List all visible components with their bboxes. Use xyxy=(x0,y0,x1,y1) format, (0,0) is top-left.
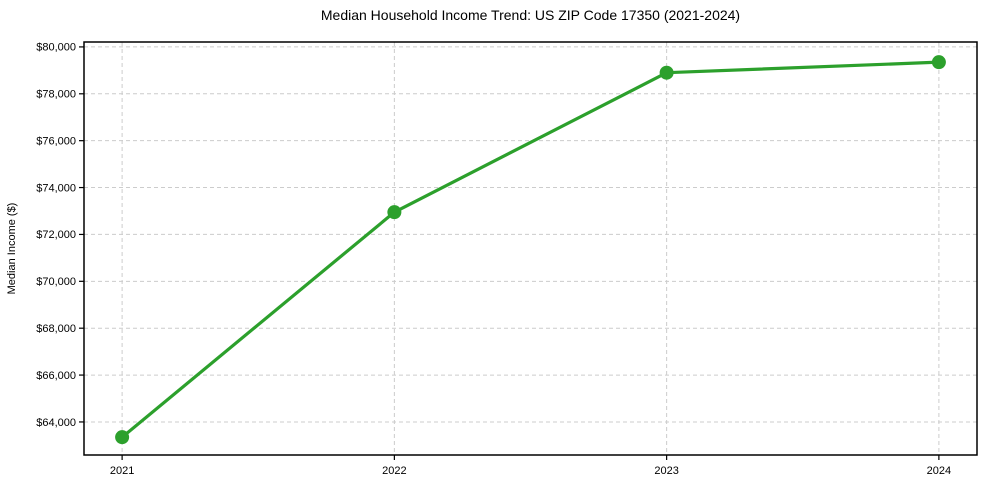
data-point xyxy=(659,65,674,80)
y-tick-label: $76,000 xyxy=(36,135,76,147)
y-tick-label: $80,000 xyxy=(36,42,76,54)
data-point xyxy=(387,205,402,220)
y-tick-label: $72,000 xyxy=(36,229,76,241)
y-tick-label: $66,000 xyxy=(36,370,76,382)
plot-border xyxy=(83,41,978,456)
data-point xyxy=(931,55,946,70)
x-tick-label: 2024 xyxy=(927,465,951,477)
x-tick-label: 2022 xyxy=(382,465,406,477)
data-point xyxy=(115,430,130,445)
y-tick-label: $78,000 xyxy=(36,89,76,101)
y-tick-label: $74,000 xyxy=(36,182,76,194)
y-axis-label: Median Income ($) xyxy=(6,203,18,295)
y-tick-label: $70,000 xyxy=(36,276,76,288)
y-tick-label: $64,000 xyxy=(36,417,76,429)
x-tick-label: 2021 xyxy=(110,465,134,477)
y-tick-label: $68,000 xyxy=(36,323,76,335)
x-tick-label: 2023 xyxy=(654,465,678,477)
chart-title: Median Household Income Trend: US ZIP Co… xyxy=(320,7,741,23)
trend-line xyxy=(120,60,941,439)
